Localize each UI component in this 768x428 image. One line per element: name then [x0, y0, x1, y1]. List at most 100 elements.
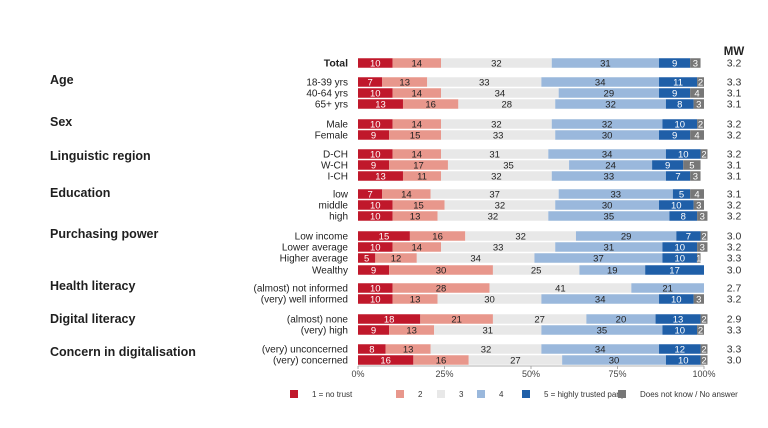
segment-value-label: 3	[696, 99, 701, 110]
bar-segment	[358, 211, 393, 221]
bar-segment	[358, 314, 421, 324]
row-label-wealthy: Wealthy	[312, 266, 348, 277]
segment-value-label: 29	[604, 88, 615, 99]
segment-value-label: 30	[436, 265, 447, 276]
segment-value-label: 7	[367, 77, 372, 88]
segment-value-label: 17	[413, 160, 424, 171]
segment-value-label: 18	[384, 314, 395, 325]
bar-segment	[358, 189, 383, 199]
segment-value-label: 14	[412, 242, 423, 253]
segment-value-label: 11	[673, 77, 683, 88]
bar-segment	[669, 211, 698, 221]
bar-segment	[427, 77, 542, 87]
segment-value-label: 34	[595, 294, 606, 305]
segment-value-label: 16	[380, 355, 391, 366]
segment-value-label: 12	[391, 253, 402, 264]
bar-segment	[665, 171, 691, 181]
bar-segment	[392, 149, 442, 159]
segment-value-label: 5	[689, 160, 694, 171]
bar-segment	[551, 58, 660, 68]
segment-value-label: 17	[669, 265, 680, 276]
segment-value-label: 35	[503, 160, 514, 171]
segment-value-label: 37	[593, 253, 604, 264]
bar-segment	[659, 344, 701, 354]
segment-value-label: 30	[602, 130, 613, 141]
segment-value-label: 12	[674, 344, 685, 355]
bar-segment	[645, 265, 704, 275]
row-label-total: Total	[324, 58, 348, 70]
segment-value-label: 11	[417, 171, 427, 182]
legend-label: 1 = no trust	[312, 390, 353, 399]
segment-value-label: 9	[665, 160, 670, 171]
group-label-digital-literacy: Digital literacy	[50, 312, 135, 326]
segment-value-label: 2	[698, 119, 703, 130]
segment-value-label: 24	[605, 160, 616, 171]
legend-label: 2	[418, 390, 423, 399]
segment-value-label: 10	[370, 88, 381, 99]
segment-value-label: 27	[510, 355, 521, 366]
bar-segment	[655, 314, 701, 324]
legend-label: 5 = highly trusted party	[544, 390, 625, 399]
segment-value-label: 3	[696, 294, 701, 305]
segment-value-label: 10	[370, 283, 381, 294]
bar-segment	[659, 58, 691, 68]
row-label-very-high: (very) high	[301, 326, 348, 337]
bar-segment	[358, 119, 393, 129]
bar-segment	[548, 149, 666, 159]
bar-segment	[358, 171, 403, 181]
mw-value: 3.1	[727, 88, 742, 100]
segment-value-label: 2	[698, 325, 703, 336]
mw-value: 3.2	[727, 119, 742, 131]
bar-segment	[690, 171, 701, 181]
legend-swatch	[618, 390, 626, 398]
segment-value-label: 10	[370, 200, 381, 211]
segment-value-label: 16	[425, 99, 436, 110]
legend-label: Does not know / No answer	[640, 390, 738, 399]
segment-value-label: 20	[616, 314, 627, 325]
bar-segment	[402, 171, 442, 181]
bar-segment	[541, 344, 660, 354]
bar-segment	[662, 253, 698, 263]
bar-segment	[555, 242, 663, 252]
bar-segment	[683, 160, 701, 170]
segment-value-label: 10	[678, 149, 689, 160]
bar-segment	[441, 242, 556, 252]
x-tick-label: 0%	[351, 369, 364, 379]
segment-value-label: 9	[672, 58, 677, 69]
segment-value-label: 10	[370, 149, 381, 160]
bar-segment	[541, 325, 663, 335]
segment-value-label: 35	[597, 325, 608, 336]
mw-value: 3.2	[727, 149, 742, 161]
bar-segment	[389, 265, 493, 275]
segment-value-label: 31	[604, 242, 615, 253]
bar-segment	[700, 149, 708, 159]
segment-value-label: 35	[604, 211, 615, 222]
segment-value-label: 10	[674, 325, 685, 336]
segment-value-label: 2	[701, 314, 706, 325]
bar-segment	[430, 344, 542, 354]
bar-segment	[558, 88, 660, 98]
bar-segment	[392, 283, 490, 293]
segment-value-label: 3	[693, 171, 698, 182]
segment-value-label: 14	[401, 189, 412, 200]
row-label-high: high	[329, 212, 348, 223]
mw-header: MW	[724, 46, 745, 58]
bar-segment	[697, 242, 708, 252]
segment-value-label: 25	[531, 265, 542, 276]
bar-segment	[441, 58, 552, 68]
bar-segment	[413, 355, 469, 365]
bar-segment	[392, 242, 442, 252]
legend-label: 3	[459, 390, 464, 399]
bar-segment	[697, 77, 704, 87]
bar-segment	[392, 88, 442, 98]
bar-segment	[551, 171, 666, 181]
bar-segment	[489, 283, 632, 293]
mw-value: 3.3	[727, 253, 742, 265]
bar-segment	[358, 99, 403, 109]
bar-segment	[693, 200, 704, 210]
legend-swatch	[477, 390, 485, 398]
bar-segment	[631, 283, 704, 293]
segment-value-label: 4	[694, 130, 699, 141]
bar-segment	[562, 355, 666, 365]
row-label-very-concerned: (very) concerned	[273, 356, 348, 367]
